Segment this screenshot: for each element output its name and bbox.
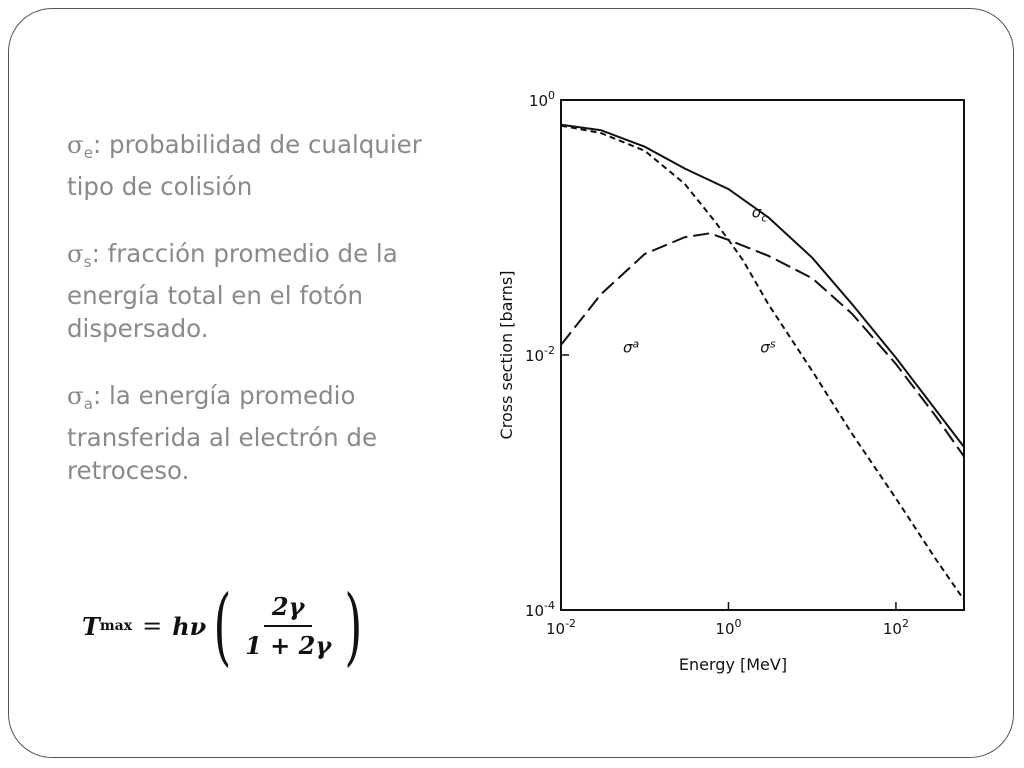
definition-text: : la energía promedio transferida al ele… (67, 381, 378, 485)
sigma-symbol: σ (67, 239, 84, 268)
x-axis-label: Energy [MeV] (679, 655, 787, 674)
series-labels: σc σs σa (623, 203, 776, 356)
x-tick-label: 10-2 (546, 617, 576, 638)
definition-text: : fracción promedio de la energía total … (67, 239, 398, 343)
formula-numerator: 2γ (263, 592, 313, 627)
y-tick-label: 10-4 (525, 599, 555, 620)
series-line-1 (560, 124, 965, 601)
formula-lhs-subscript: max (99, 618, 133, 634)
series-label: σs (760, 337, 776, 356)
definition-text: : probabilidad de cualquier tipo de coli… (67, 130, 422, 201)
formula-fraction: 2γ 1 + 2γ (237, 592, 339, 660)
definitions-text: σe: probabilidad de cualquier tipo de co… (67, 128, 467, 521)
slide-frame (8, 8, 1014, 758)
series-line-2 (560, 232, 965, 458)
series-lines (560, 123, 965, 601)
sigma-symbol: σ (67, 381, 84, 410)
y-axis-label: Cross section [barns] (497, 271, 516, 440)
series-line-0 (560, 123, 965, 448)
sigma-subscript: a (83, 395, 93, 413)
sigma-subscript: s (83, 253, 92, 271)
sigma-symbol: σ (67, 130, 84, 159)
x-tick-label: 102 (883, 617, 909, 638)
formula-coefficient: hν (172, 611, 207, 641)
formula-right-paren: ) (344, 577, 363, 675)
y-tick-label: 100 (529, 89, 555, 110)
x-ticks: 10-2 100 102 (546, 602, 909, 638)
y-ticks: 10-4 10-2 100 (525, 89, 569, 620)
definition-sigma-s: σs: fracción promedio de la energía tota… (67, 237, 467, 345)
formula-equals: = (142, 612, 163, 640)
series-label: σa (623, 337, 640, 356)
definition-sigma-a: σa: la energía promedio transferida al e… (67, 379, 467, 487)
sigma-subscript: e (83, 144, 93, 162)
x-tick-label: 100 (715, 617, 741, 638)
definition-sigma-e: σe: probabilidad de cualquier tipo de co… (67, 128, 467, 203)
y-tick-label: 10-2 (525, 344, 555, 365)
formula-left-paren: ( (213, 577, 232, 675)
series-label: σc (752, 203, 768, 224)
formula-lhs: T (82, 611, 100, 641)
formula-denominator: 1 + 2γ (245, 631, 332, 660)
